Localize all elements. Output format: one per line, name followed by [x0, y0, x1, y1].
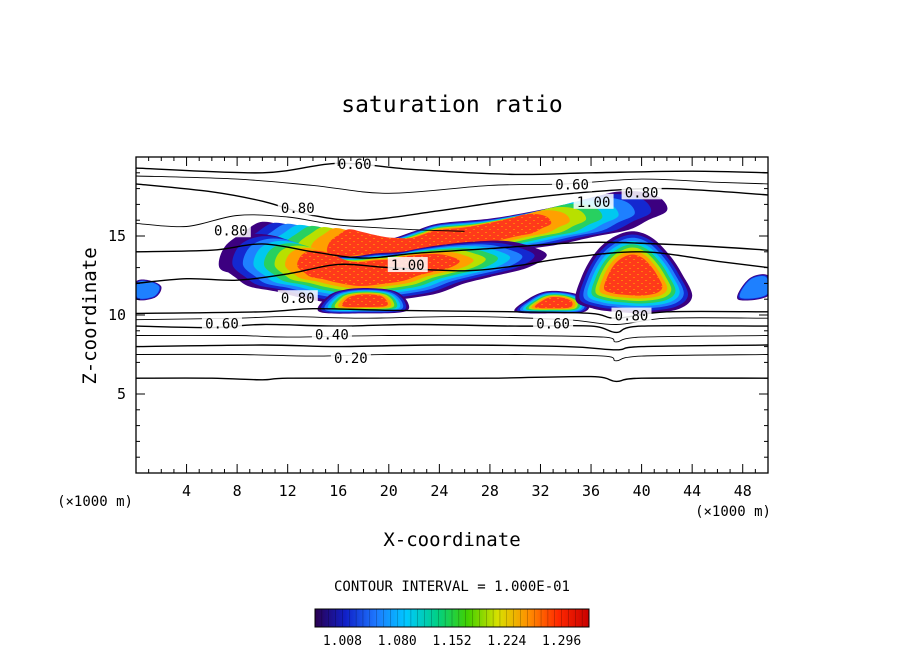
isoline-0.7 — [136, 214, 465, 232]
contour-label-bg — [311, 326, 352, 342]
region-texture — [342, 294, 388, 308]
y-axis-ticks: 5 10 15 — [108, 156, 768, 474]
contour-label-bg — [210, 222, 251, 238]
contour-label-bg — [330, 350, 371, 366]
contour-label-bg — [611, 307, 652, 323]
x-tick-label: 16 — [329, 482, 347, 500]
colorbar-tick-label: 1.296 — [542, 634, 581, 649]
colorbar: 1.008 1.080 1.152 1.224 1.296 — [314, 608, 590, 649]
contour-label: 0.80 — [615, 309, 649, 325]
contour-label-bg — [277, 290, 318, 306]
x-tick-label: 40 — [633, 482, 651, 500]
supersaturated-regions — [136, 190, 768, 314]
plot-frame — [135, 156, 769, 474]
contour-label-bg — [334, 157, 375, 171]
x-tick-label: 8 — [233, 482, 242, 500]
chart-title: saturation ratio — [341, 92, 563, 118]
region-lower-lobe-A — [317, 288, 410, 314]
contour-label: 1.00 — [391, 258, 425, 274]
isoline-0.6 — [136, 241, 768, 259]
colorbar-segments — [321, 609, 583, 627]
contour-label-bg — [387, 257, 428, 273]
x-tick-label: 48 — [734, 482, 752, 500]
x-tick-label: 20 — [380, 482, 398, 500]
colorbar-tick-label: 1.152 — [432, 634, 471, 649]
isoline-0.7 — [136, 316, 768, 325]
contour-labels: 0.60 0.60 0.80 1.00 0.80 0.80 1.00 0.80 0.60 0.40… — [201, 157, 662, 367]
region-left-edge — [136, 279, 162, 301]
colorbar-tick-label: 1.080 — [378, 634, 417, 649]
x-tick-label: 28 — [481, 482, 499, 500]
y-tick-label: 15 — [108, 227, 126, 245]
x-axis-unit-left: (×1000 m) — [57, 494, 133, 510]
contour-interval-note: CONTOUR INTERVAL = 1.000E-01 — [334, 579, 570, 595]
x-tick-label: 44 — [683, 482, 701, 500]
x-tick-label: 24 — [430, 482, 448, 500]
x-axis-unit-right: (×1000 m) — [695, 504, 771, 520]
isoline-0.2 — [136, 375, 768, 383]
isoline-0.8 — [136, 251, 768, 285]
contour-label: 0.20 — [334, 351, 368, 367]
x-tick-label: 4 — [182, 482, 191, 500]
y-tick-label: 5 — [117, 385, 126, 403]
region-main-cloud — [221, 233, 547, 305]
contour-label: 0.40 — [315, 328, 349, 344]
x-tick-label: 36 — [582, 482, 600, 500]
y-tick-label: 10 — [108, 306, 126, 324]
colorbar-labels: 1.008 1.080 1.152 1.224 1.296 — [323, 634, 581, 649]
contour-label: 0.80 — [281, 291, 315, 307]
region-band — [136, 280, 160, 299]
y-axis-label: Z-coordinate — [79, 247, 101, 384]
colorbar-tick-label: 1.008 — [323, 634, 362, 649]
plot-area: 0.60 0.60 0.80 1.00 0.80 0.80 1.00 0.80 0.60 0.40… — [136, 157, 768, 383]
contour-label-bg — [533, 315, 574, 331]
contour-label-bg — [552, 176, 593, 192]
isoline-0.8 — [136, 307, 768, 319]
contour-label-bg — [201, 315, 242, 331]
region-texture — [326, 213, 552, 257]
contour-label: 0.60 — [536, 316, 570, 332]
isoline-0.8 — [136, 183, 768, 222]
contour-label: 0.60 — [555, 177, 589, 193]
colorbar-tick-label: 1.224 — [487, 634, 526, 649]
region-lower-lobe-B — [514, 290, 590, 314]
x-tick-label: 32 — [531, 482, 549, 500]
region-band — [739, 276, 768, 299]
contour-label: 1.00 — [577, 195, 611, 211]
x-axis-label: X-coordinate — [383, 529, 520, 551]
contour-label-bg — [277, 200, 318, 216]
region-texture — [603, 254, 663, 296]
isoline-0.5 — [136, 334, 768, 343]
isoline-0.3 — [136, 353, 768, 362]
x-tick-label: 12 — [279, 482, 297, 500]
contour-label: 0.80 — [214, 223, 248, 239]
contour-label: 0.80 — [625, 185, 659, 201]
x-axis-ticks: 4 8 12 16 20 24 28 32 36 40 44 48 — [135, 157, 769, 500]
contour-label: 0.60 — [338, 157, 372, 173]
isoline-0.4 — [136, 344, 768, 351]
isoline-0.7 — [136, 175, 768, 194]
contour-label: 0.60 — [205, 316, 239, 332]
contour-label: 0.80 — [281, 201, 315, 217]
isoline-0.6 — [136, 162, 768, 176]
region-texture — [534, 296, 573, 309]
contour-label-bg — [573, 193, 614, 209]
contour-label-bg — [621, 184, 662, 200]
region-right-edge — [737, 274, 768, 301]
